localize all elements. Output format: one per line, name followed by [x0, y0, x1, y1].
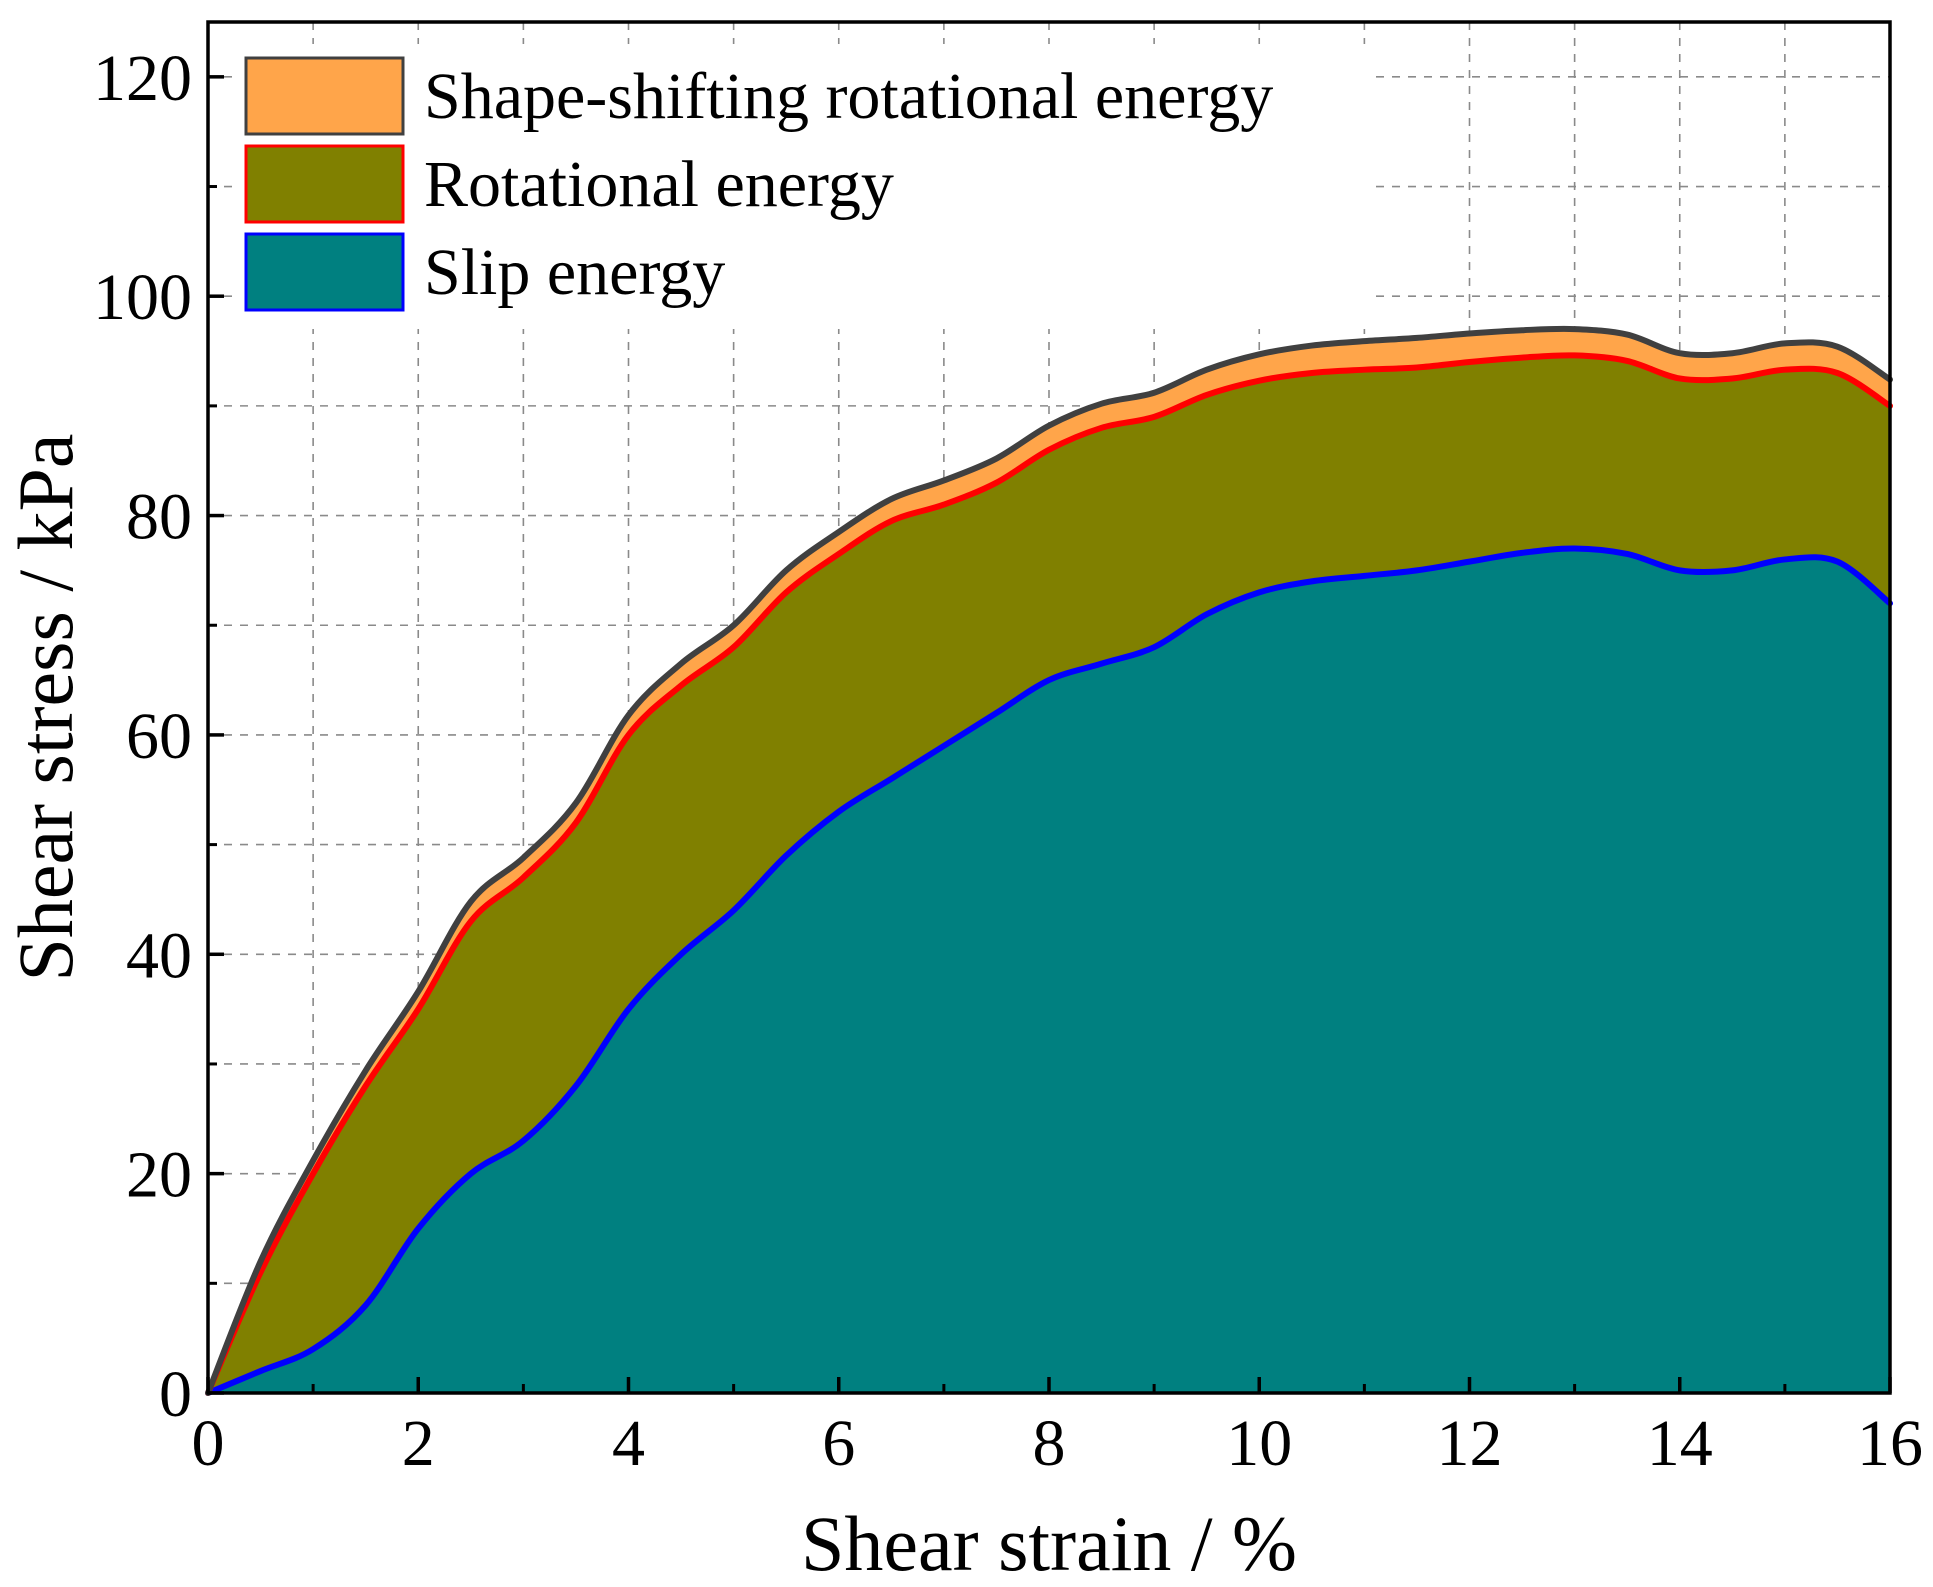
x-tick-label: 8 — [1033, 1407, 1066, 1480]
x-tick-label: 6 — [822, 1407, 855, 1480]
x-tick-label: 4 — [612, 1407, 645, 1480]
x-tick-label: 14 — [1647, 1407, 1713, 1480]
y-tick-label: 120 — [93, 42, 192, 115]
legend-swatch-slip-energy — [244, 232, 405, 312]
series-lines — [205, 325, 1893, 1396]
y-tick-label: 20 — [126, 1139, 192, 1212]
x-tick-label: 12 — [1437, 1407, 1503, 1480]
x-tick-label: 16 — [1857, 1407, 1923, 1480]
legend-swatch-rotational-energy — [244, 144, 405, 224]
axis-ticks — [206, 75, 1892, 1395]
legend-background — [236, 44, 1376, 329]
y-tick-label: 0 — [159, 1358, 192, 1431]
y-tick-label: 60 — [126, 700, 192, 773]
x-tick-label: 2 — [402, 1407, 435, 1480]
y-tick-label: 100 — [93, 261, 192, 334]
shape-shifting-rotational-energy-line — [205, 325, 1893, 1396]
y-tick-label: 80 — [126, 481, 192, 554]
areas — [208, 328, 1890, 1393]
slip-energy-area — [208, 548, 1890, 1393]
y-tick-label: 40 — [126, 919, 192, 992]
tick-labels: 0 2 4 6 8 10 12 14 16 0 20 40 60 80 100 120 — [93, 42, 1923, 1480]
legend-label-rotational-energy: Rotational energy — [424, 148, 894, 221]
legend-label-shape-shifting-rotational-energy: Shape-shifting rotational energy — [424, 60, 1273, 133]
legend: Shape-shifting rotational energy Rotation… — [236, 44, 1376, 329]
x-tick-label: 0 — [192, 1407, 225, 1480]
legend-label-slip-energy: Slip energy — [424, 236, 725, 309]
slip-energy-line — [205, 545, 1893, 1396]
legend-swatch-shape-shifting-rotational-energy — [244, 56, 405, 136]
rotational-energy-line — [205, 352, 1893, 1396]
x-axis-title: Shear strain / % — [801, 1500, 1297, 1587]
y-axis-title: Shear stress / kPa — [2, 433, 89, 981]
x-tick-label: 10 — [1226, 1407, 1292, 1480]
